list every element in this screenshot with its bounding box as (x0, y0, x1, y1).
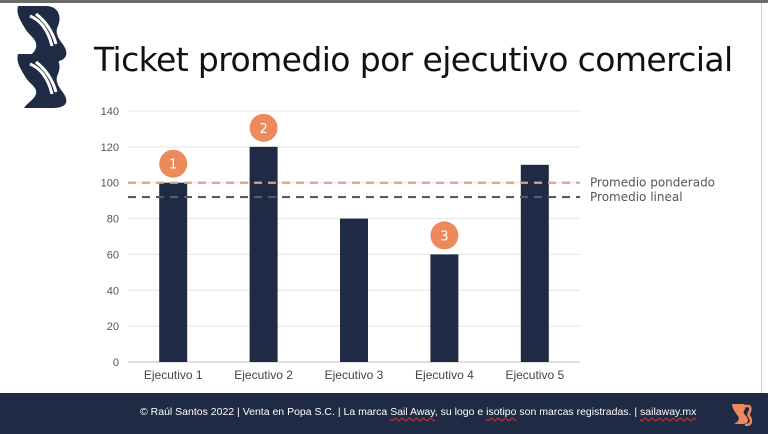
bar (340, 218, 368, 362)
annotation-label: 3 (440, 229, 448, 244)
x-tick-label: Ejecutivo 2 (234, 368, 293, 382)
reference-line-label: Promedio ponderado (590, 176, 715, 190)
x-tick-label: Ejecutivo 3 (325, 368, 384, 382)
footer-text-3: son marcas registradas. | (516, 406, 641, 418)
x-tick-label: Ejecutivo 1 (144, 368, 203, 382)
bar (249, 146, 278, 362)
x-tick-label: Ejecutivo 4 (415, 368, 474, 382)
footer-text: © Raúl Santos 2022 | Venta en Popa S.C. … (140, 406, 696, 418)
annotation-marker (159, 149, 188, 178)
footer-copyright: © Raúl Santos 2022 | Venta en Popa S.C. … (140, 406, 391, 418)
annotation-marker (249, 113, 278, 142)
footer-link[interactable]: sailaway.mx (640, 406, 697, 418)
x-tick-label: Ejecutivo 5 (505, 368, 564, 382)
window-top-border (0, 0, 768, 3)
bar (159, 182, 188, 362)
annotation-marker (430, 221, 459, 250)
slide-title: Ticket promedio por ejecutivo comercial (94, 40, 733, 79)
y-tick-label: 20 (107, 321, 119, 333)
y-tick-label: 120 (101, 142, 119, 154)
slide-edge (761, 3, 762, 393)
annotation-label: 1 (169, 158, 177, 173)
y-tick-label: 100 (101, 178, 119, 190)
footer-logo-icon (732, 404, 752, 426)
y-tick-label: 0 (113, 357, 119, 369)
y-tick-label: 60 (107, 249, 119, 261)
annotation-label: 2 (259, 122, 267, 137)
sail-away-logo-icon (17, 6, 67, 108)
bar (520, 164, 549, 362)
y-tick-label: 140 (101, 106, 119, 118)
footer-text-2: , su logo e (434, 406, 487, 418)
bar (430, 254, 459, 362)
footer-isotipo: isotipo (486, 406, 517, 418)
bar-chart: 0 20 40 60 80 100 120 140 Ejecutivo 1 Ejecutivo 2… (101, 106, 715, 382)
footer: © Raúl Santos 2022 | Venta en Popa S.C. … (0, 393, 768, 434)
y-tick-label: 80 (107, 214, 119, 226)
y-tick-label: 40 (107, 285, 119, 297)
footer-brand: Sail Away (390, 406, 435, 418)
reference-line-label: Promedio lineal (590, 190, 683, 204)
